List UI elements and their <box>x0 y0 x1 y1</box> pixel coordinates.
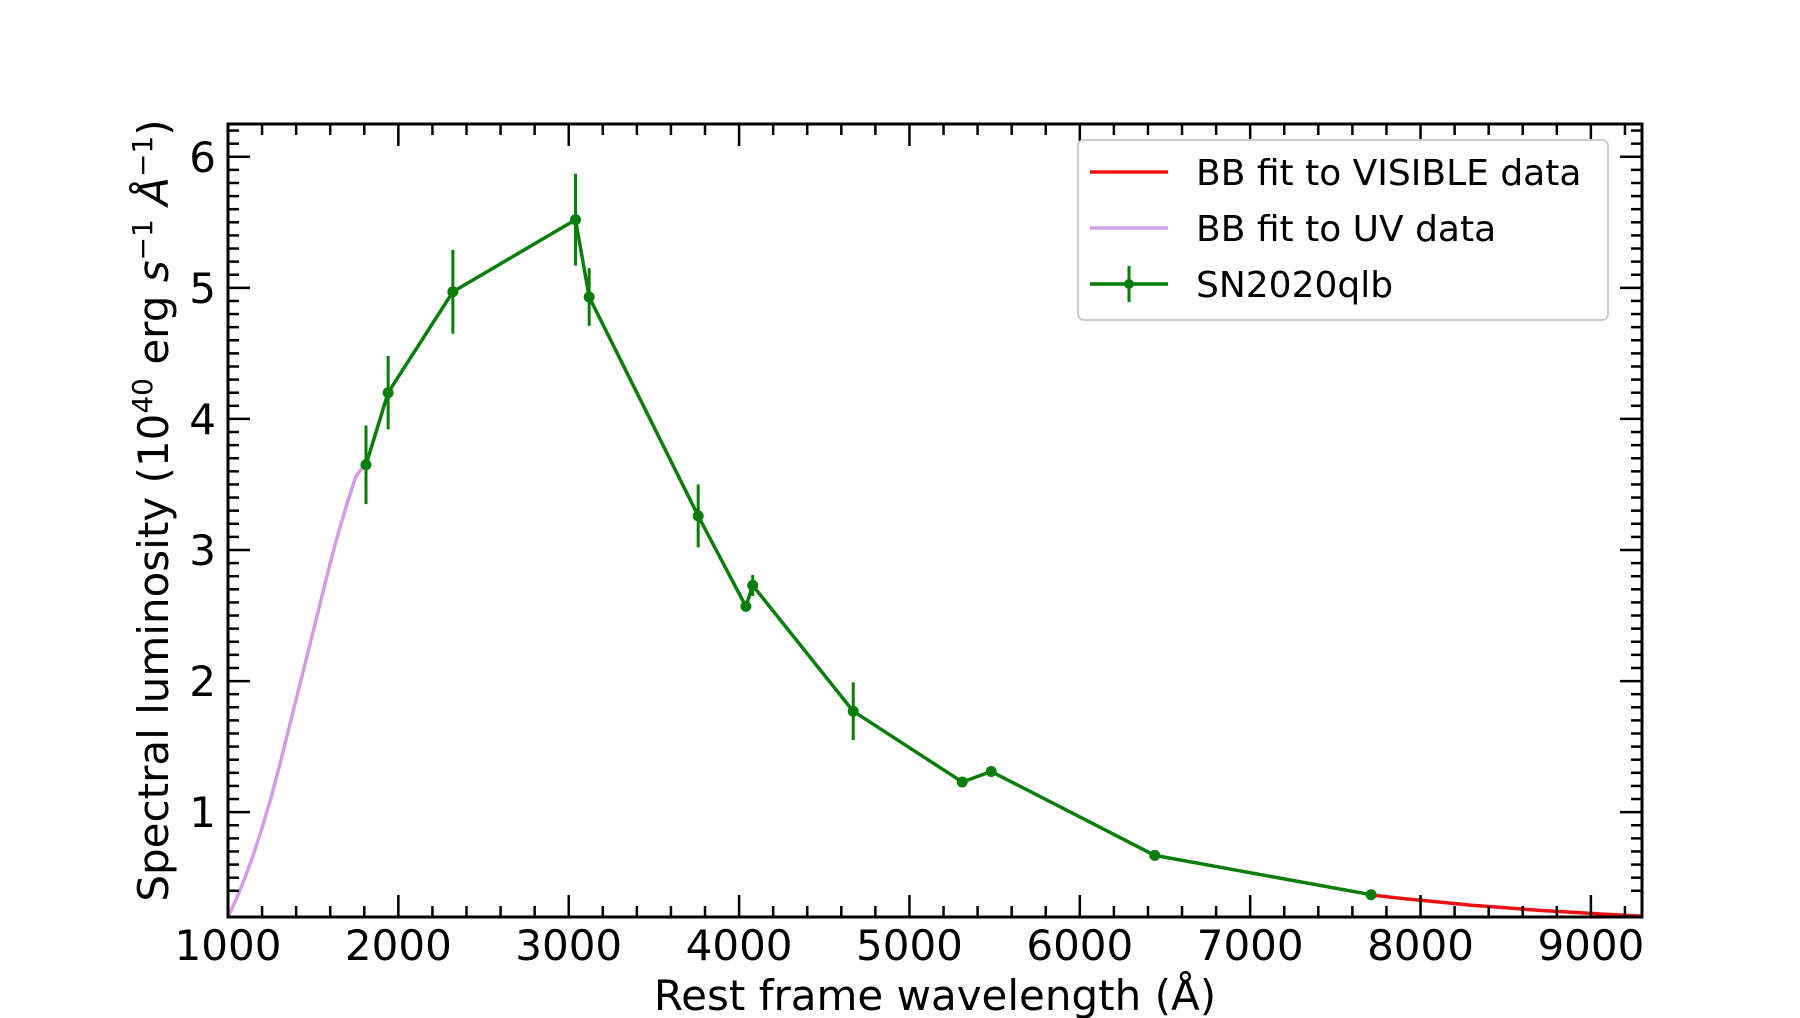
x-tick-label: 8000 <box>1367 921 1474 970</box>
data-point <box>447 286 459 298</box>
x-tick-label: 2000 <box>345 921 452 970</box>
x-axis-label: Rest frame wavelength (Å) <box>654 970 1216 1018</box>
y-axis-label-exp3: −1 <box>126 136 159 177</box>
data-point <box>692 510 704 522</box>
y-tick-label: 2 <box>189 657 216 706</box>
y-tick-label: 1 <box>189 788 216 837</box>
data-point <box>985 766 997 778</box>
y-axis-label-suffix: ) <box>129 119 178 135</box>
x-tick-labels: 1000 2000 3000 4000 5000 6000 7000 8000 9000 <box>175 921 1645 970</box>
y-axis-label-mid1: erg <box>129 282 178 378</box>
y-tick-label: 6 <box>189 133 216 182</box>
y-axis-label-exp1: 40 <box>126 378 159 414</box>
x-tick-label: 5000 <box>856 921 963 970</box>
data-point <box>1365 889 1377 901</box>
legend-box <box>1077 139 1609 321</box>
axes-frame <box>226 122 1644 919</box>
x-tick-label: 6000 <box>1026 921 1133 970</box>
x-tick-label: 3000 <box>515 921 622 970</box>
legend-label-sn2020qlb: SN2020qlb <box>1196 265 1393 306</box>
series-line-1 <box>226 463 366 918</box>
legend: BB fit to VISIBLE data BB fit to UV data… <box>1077 139 1609 321</box>
ticks-layer <box>226 124 1642 917</box>
y-axis-label-s: s <box>129 260 178 282</box>
legend-label-visible-fit: BB fit to VISIBLE data <box>1196 153 1581 194</box>
y-tick-label: 3 <box>189 526 216 575</box>
data-point <box>570 214 582 226</box>
y-axis-label-exp2: −1 <box>126 219 159 260</box>
data-point <box>747 579 759 591</box>
y-axis-label-prefix: Spectral luminosity (10 <box>129 414 178 902</box>
y-axis-label-angstrom: Å <box>128 177 178 219</box>
y-tick-labels: 1 2 3 4 5 6 <box>189 133 216 837</box>
x-tick-label: 1000 <box>175 921 282 970</box>
data-point <box>956 776 968 788</box>
x-tick-label: 4000 <box>686 921 793 970</box>
series-line-0 <box>1369 892 1643 919</box>
data-point <box>583 291 595 303</box>
plot-area: 1000 2000 3000 4000 5000 6000 7000 8000 9000 1 2 3… <box>175 122 1645 970</box>
legend-swatch-sn2020qlb-marker <box>1124 279 1134 289</box>
y-tick-label: 5 <box>189 264 216 313</box>
data-point <box>740 600 752 612</box>
series-layer <box>226 173 1643 919</box>
x-tick-label: 9000 <box>1537 921 1644 970</box>
legend-label-uv-fit: BB fit to UV data <box>1196 209 1496 250</box>
y-axis-label: Spectral luminosity (1040 erg s−1 Å−1) <box>126 119 179 901</box>
data-point <box>847 705 859 717</box>
data-point <box>360 459 372 471</box>
y-tick-label: 4 <box>189 395 216 444</box>
x-tick-label: 7000 <box>1197 921 1304 970</box>
data-point <box>382 387 394 399</box>
data-point <box>1149 849 1161 861</box>
